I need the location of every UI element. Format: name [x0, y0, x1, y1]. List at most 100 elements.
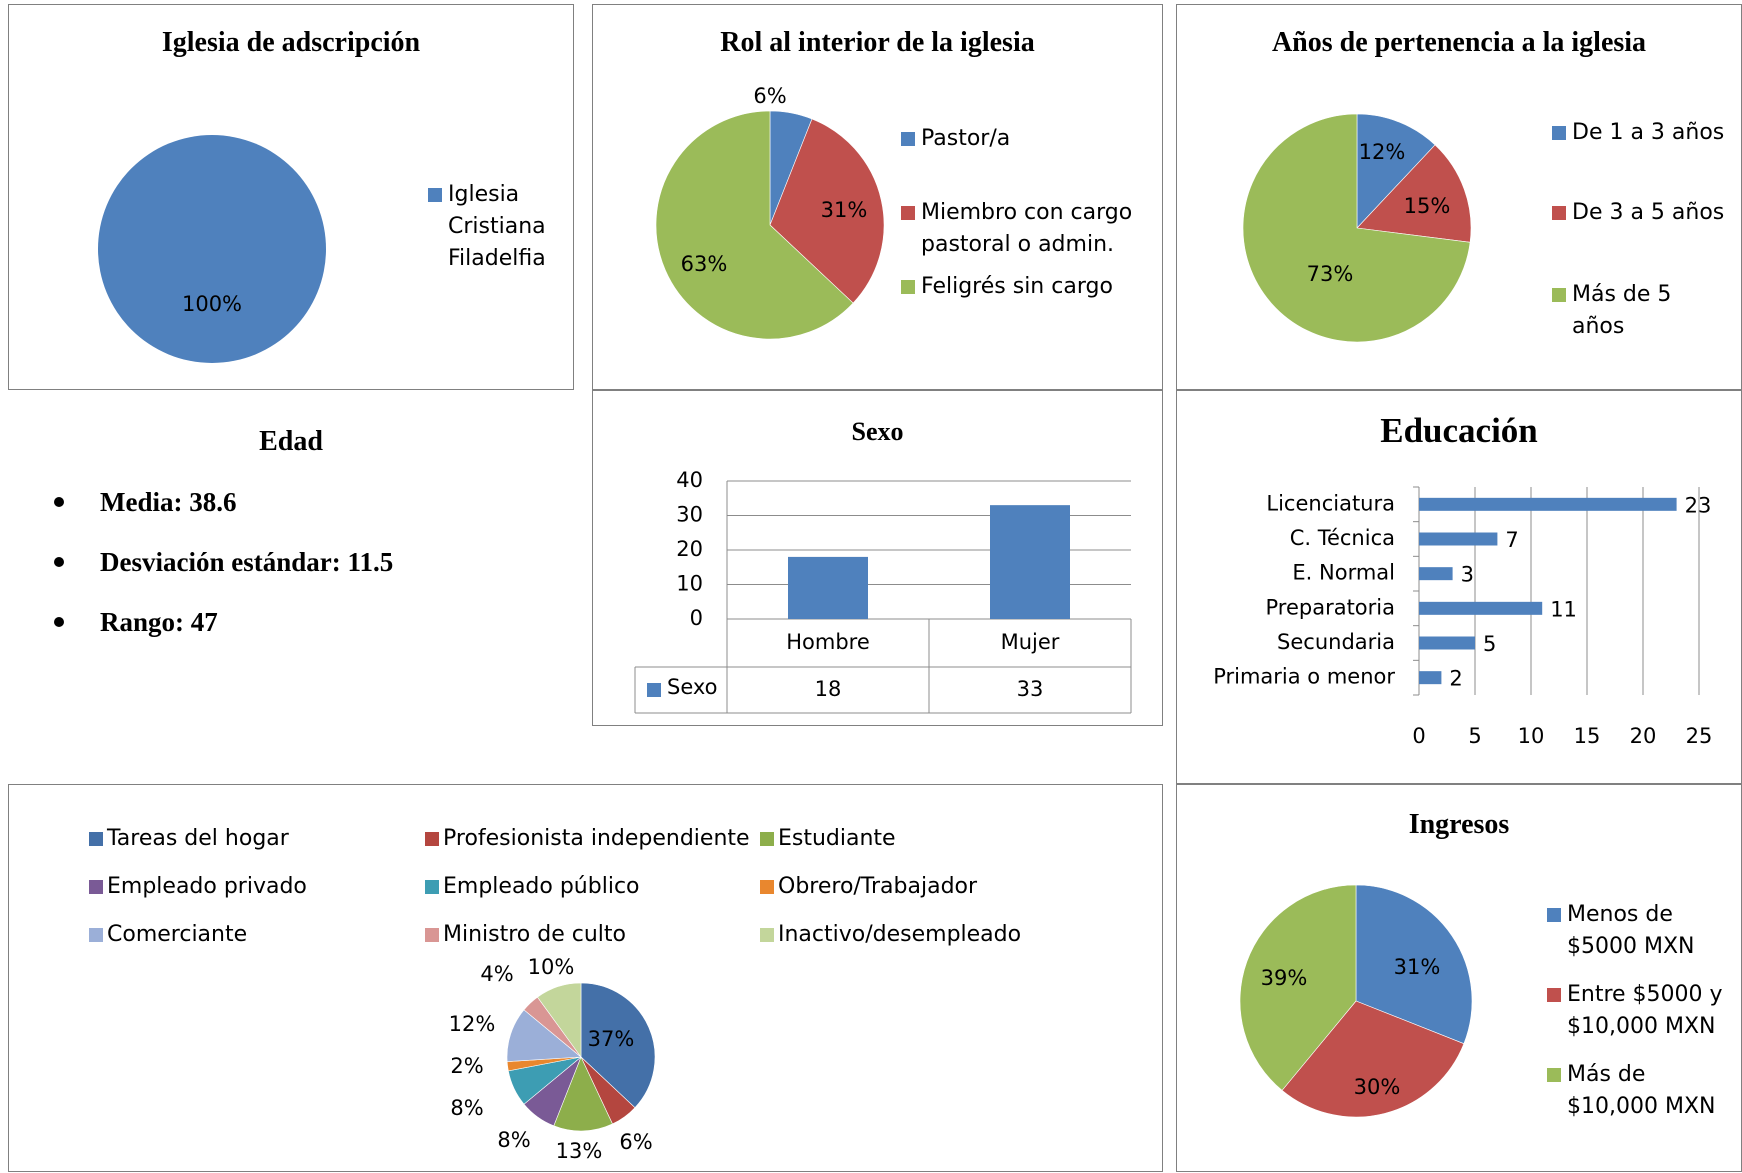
data-label: 3 — [1461, 563, 1474, 587]
legend-swatch — [425, 832, 439, 846]
legend-label: De 1 a 3 años — [1572, 120, 1725, 145]
y-tick-label: 0 — [690, 606, 703, 630]
pie-slice-iglesia-cristiana-filadelfia — [98, 135, 326, 363]
bar-hombre — [788, 556, 868, 619]
data-label: 11 — [1550, 597, 1577, 621]
chart-title-ingresos: Ingresos — [1408, 809, 1510, 840]
bullet-icon — [54, 497, 64, 507]
panel-sexo: Sexo 0 10 20 30 40 Hombre 18 Mujer 33 Sexo — [592, 390, 1163, 726]
y-category-label: Licenciatura — [1266, 491, 1395, 515]
legend-label: Empleado privado — [107, 874, 307, 899]
legend-swatch — [428, 188, 442, 202]
y-tick-label: 30 — [676, 503, 703, 527]
pie-chart-ingresos: 31% 30% 39% — [1239, 884, 1473, 1118]
data-label: 13% — [556, 1139, 603, 1163]
legend-swatch — [425, 928, 439, 942]
legend-label: $10,000 MXN — [1567, 1094, 1716, 1119]
bar-mujer — [990, 505, 1070, 619]
y-category-label: Secundaria — [1277, 630, 1395, 654]
x-tick-label: 25 — [1686, 724, 1713, 748]
data-label: 73% — [1307, 262, 1354, 286]
data-label: 23 — [1685, 493, 1712, 517]
legend-label: De 3 a 5 años — [1572, 200, 1725, 225]
y-tick-label: 40 — [676, 468, 703, 492]
bar-secundaria — [1419, 636, 1475, 650]
legend-label: Más de — [1567, 1062, 1646, 1087]
bar-primaria-o-menor — [1419, 671, 1442, 685]
table-value: 33 — [1017, 677, 1044, 701]
edad-stat-desviacion: Desviación estándar: 11.5 — [38, 532, 393, 592]
y-category-label: E. Normal — [1292, 561, 1395, 585]
data-label: 30% — [1354, 1075, 1401, 1099]
data-label: 6% — [619, 1130, 652, 1154]
panel-ocupacion: Tareas del hogar Profesionista independie… — [8, 784, 1163, 1172]
edad-title: Edad — [259, 426, 323, 457]
legend-swatch — [1552, 288, 1566, 302]
y-category-label: C. Técnica — [1290, 526, 1395, 550]
legend-label: Feligrés sin cargo — [921, 274, 1113, 299]
data-label: 6% — [753, 84, 786, 108]
data-label: 39% — [1261, 966, 1308, 990]
legend-swatch — [760, 880, 774, 894]
bar-preparatoria — [1419, 601, 1543, 615]
pie-slice-entre-5000-y-10-000-mxn — [1281, 1000, 1465, 1118]
bar-c-t-cnica — [1419, 532, 1498, 546]
legend-label: Filadelfia — [448, 246, 546, 271]
data-label: 10% — [528, 955, 575, 979]
legend-swatch — [1547, 1068, 1561, 1082]
legend-swatch — [647, 683, 661, 697]
data-label: 4% — [480, 962, 513, 986]
data-label: 2 — [1449, 667, 1462, 691]
legend-swatch — [89, 832, 103, 846]
panel-iglesia: Iglesia de adscripción 100% Iglesia Crist… — [8, 4, 574, 390]
bar-e-normal — [1419, 567, 1453, 581]
pie-chart-ocupacion: 37% 6% 13% 8% 8% 2% 12% 4% 10% — [449, 955, 656, 1163]
legend-label: Entre $5000 y — [1567, 982, 1723, 1007]
legend-swatch — [1552, 126, 1566, 140]
y-category-label: Preparatoria — [1265, 595, 1395, 619]
data-label: 37% — [588, 1027, 635, 1051]
edad-stat-rango: Rango: 47 — [38, 592, 393, 652]
legend-label: Más de 5 — [1572, 282, 1672, 307]
pie-slice-inactivo-desempleado — [537, 982, 582, 1058]
bullet-icon — [54, 617, 64, 627]
table-value: 18 — [815, 677, 842, 701]
legend-label: Comerciante — [107, 922, 248, 947]
pie-slice-feligr-s-sin-cargo — [655, 110, 854, 340]
data-label: 15% — [1404, 194, 1451, 218]
data-label: 2% — [450, 1054, 483, 1078]
data-label: 8% — [450, 1096, 483, 1120]
bullet-icon — [54, 557, 64, 567]
legend-label: $5000 MXN — [1567, 934, 1695, 959]
pie-chart-rol: 6% 31% 63% — [655, 84, 885, 340]
pie-chart-anios: 12% 15% 73% — [1242, 113, 1472, 343]
panel-ingresos: Ingresos 31% 30% 39% Menos de $5000 MXN Entr… — [1176, 784, 1742, 1172]
legend-label: Iglesia — [448, 182, 520, 207]
pie-chart-iglesia: 100% — [98, 135, 326, 363]
pie-slice-menos-de-5000-mxn — [1355, 884, 1473, 1045]
legend-swatch — [1547, 988, 1561, 1002]
legend-label: Ministro de culto — [443, 922, 626, 947]
chart-title-rol: Rol al interior de la iglesia — [720, 27, 1035, 58]
chart-title-sexo: Sexo — [851, 417, 904, 446]
legend-label: Inactivo/desempleado — [778, 922, 1022, 947]
data-label: 31% — [821, 198, 868, 222]
legend-swatch — [425, 880, 439, 894]
bar-licenciatura — [1419, 497, 1677, 511]
panel-educacion: Educación 0 5 10 15 20 25 Licenciatura 23 C. Téc… — [1176, 390, 1742, 784]
legend-swatch — [760, 928, 774, 942]
legend-label: Pastor/a — [921, 126, 1011, 151]
chart-title-anios: Años de pertenencia a la iglesia — [1271, 27, 1647, 58]
legend-label: Profesionista independiente — [443, 826, 750, 851]
data-label: 12% — [1359, 140, 1406, 164]
x-tick-label: 0 — [1412, 724, 1425, 748]
chart-title-iglesia: Iglesia de adscripción — [161, 27, 421, 58]
x-tick-label: 10 — [1518, 724, 1545, 748]
y-category-label: Primaria o menor — [1213, 665, 1395, 689]
data-label: 5 — [1483, 632, 1496, 656]
data-label: 7 — [1505, 528, 1518, 552]
pie-slice-estudiante — [553, 1056, 613, 1132]
panel-anios: Años de pertenencia a la iglesia 12% 15% 7… — [1176, 4, 1742, 390]
legend-label: pastoral o admin. — [921, 232, 1115, 257]
